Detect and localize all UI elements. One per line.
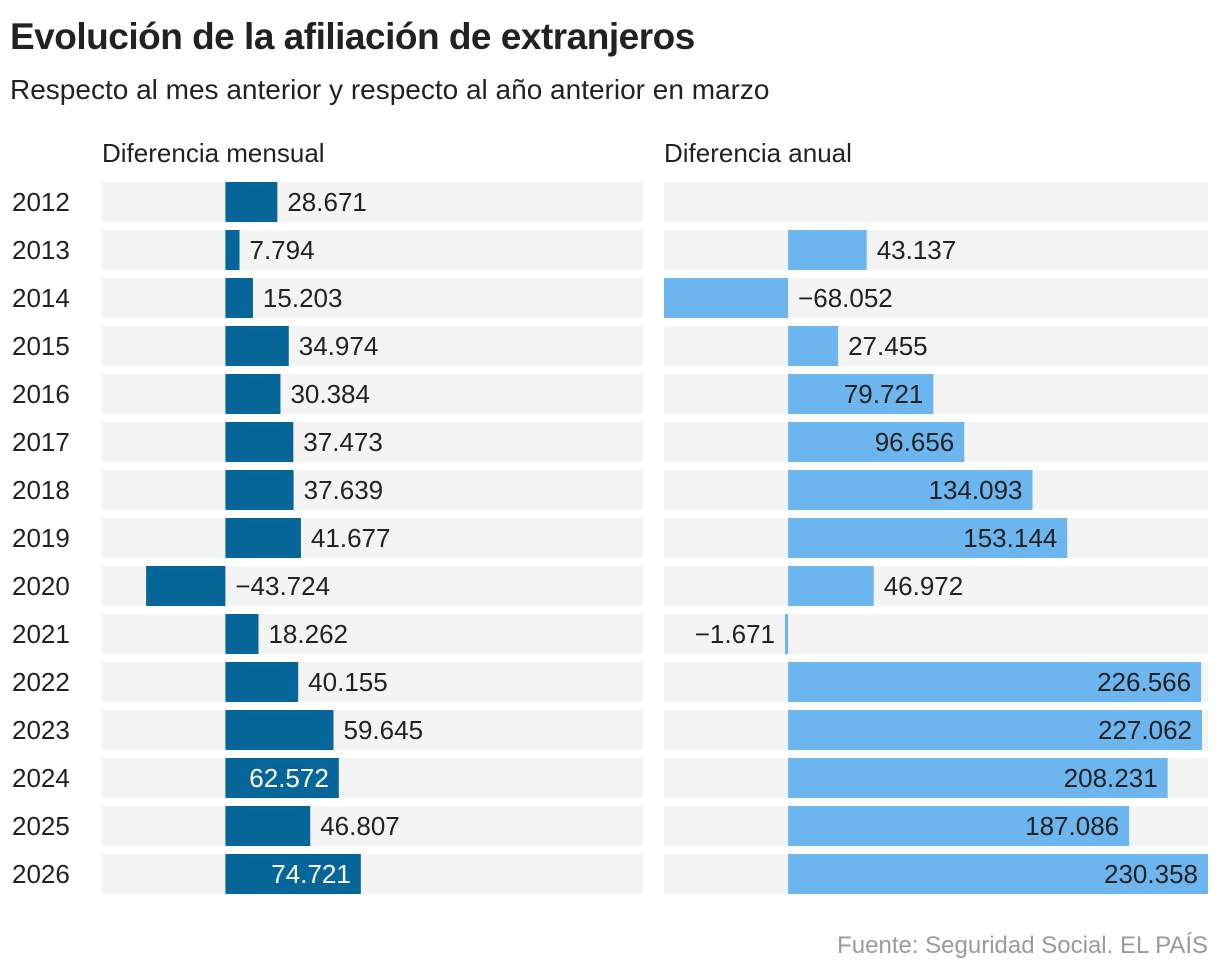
value-label: 62.572 — [249, 763, 329, 793]
bar-2022 — [225, 662, 299, 702]
bar-2017 — [788, 422, 965, 462]
bar-2026 — [788, 854, 1208, 894]
year-label: 2024 — [12, 763, 70, 793]
value-label: 40.155 — [308, 667, 388, 697]
chart-subtitle: Respecto al mes anterior y respecto al a… — [10, 74, 770, 105]
row-track — [102, 710, 643, 750]
bar-2013 — [225, 230, 240, 270]
row-track — [102, 182, 643, 222]
row-track — [102, 518, 643, 558]
bar-2018 — [225, 470, 294, 510]
row-track — [102, 374, 643, 414]
bar-2015 — [788, 326, 839, 366]
value-label: 208.231 — [1064, 763, 1158, 793]
row-track — [102, 614, 643, 654]
bar-2021 — [225, 614, 259, 654]
bar-2019 — [788, 518, 1068, 558]
row-track — [102, 230, 643, 270]
value-label: 7.794 — [250, 235, 315, 265]
bar-2019 — [225, 518, 301, 558]
source-note: Fuente: Seguridad Social. EL PAÍS — [837, 932, 1208, 959]
bar-2017 — [225, 422, 294, 462]
year-label: 2016 — [12, 379, 70, 409]
value-label: 230.358 — [1104, 859, 1198, 889]
value-label: 79.721 — [844, 379, 924, 409]
bar-2018 — [788, 470, 1033, 510]
bar-2015 — [225, 326, 289, 366]
value-label: −43.724 — [235, 571, 330, 601]
value-label: 27.455 — [848, 331, 928, 361]
year-label: 2018 — [12, 475, 70, 505]
value-label: 226.566 — [1097, 667, 1191, 697]
year-label: 2014 — [12, 283, 70, 313]
row-track — [664, 182, 1208, 222]
row-track — [102, 422, 643, 462]
year-label: 2022 — [12, 667, 70, 697]
value-label: 74.721 — [271, 859, 351, 889]
bar-2026 — [225, 854, 361, 894]
value-label: 46.972 — [884, 571, 964, 601]
value-label: 227.062 — [1098, 715, 1192, 745]
row-track — [664, 566, 1208, 606]
year-label: 2019 — [12, 523, 70, 553]
year-label: 2021 — [12, 619, 70, 649]
year-label: 2023 — [12, 715, 70, 745]
bar-2012 — [225, 182, 278, 222]
value-label: −68.052 — [798, 283, 893, 313]
value-label: 134.093 — [929, 475, 1023, 505]
year-label: 2013 — [12, 235, 70, 265]
bar-2025 — [225, 806, 311, 846]
value-label: 187.086 — [1025, 811, 1119, 841]
value-label: 153.144 — [963, 523, 1057, 553]
row-track — [664, 326, 1208, 366]
bar-2020 — [146, 566, 226, 606]
value-label: 37.473 — [303, 427, 383, 457]
row-track — [102, 470, 643, 510]
row-track — [102, 854, 643, 894]
row-track — [102, 326, 643, 366]
bar-2016 — [788, 374, 934, 414]
bar-2024 — [788, 758, 1168, 798]
bar-2013 — [788, 230, 867, 270]
row-track — [102, 278, 643, 318]
row-track — [664, 614, 1208, 654]
bar-2014 — [664, 278, 789, 318]
value-label: 34.974 — [299, 331, 379, 361]
value-label: −1.671 — [695, 619, 775, 649]
chart-title: Evolución de la afiliación de extranjero… — [10, 16, 695, 57]
bar-2021 — [785, 614, 789, 654]
bar-2016 — [225, 374, 281, 414]
row-track — [102, 662, 643, 702]
value-label: 15.203 — [263, 283, 343, 313]
bar-2020 — [788, 566, 874, 606]
value-label: 18.262 — [268, 619, 348, 649]
row-track — [664, 374, 1208, 414]
year-label: 2012 — [12, 187, 70, 217]
year-label: 2017 — [12, 427, 70, 457]
panel-title: Diferencia anual — [664, 138, 852, 168]
bar-2022 — [788, 662, 1202, 702]
row-track — [102, 806, 643, 846]
value-label: 30.384 — [290, 379, 370, 409]
row-track — [102, 758, 643, 798]
bar-2014 — [225, 278, 253, 318]
value-label: 46.807 — [320, 811, 400, 841]
bar-2023 — [225, 710, 334, 750]
value-label: 28.671 — [287, 187, 367, 217]
value-label: 37.639 — [304, 475, 384, 505]
value-label: 43.137 — [877, 235, 957, 265]
bar-2023 — [788, 710, 1202, 750]
value-label: 96.656 — [875, 427, 955, 457]
year-label: 2026 — [12, 859, 70, 889]
value-label: 41.677 — [311, 523, 391, 553]
value-label: 59.645 — [344, 715, 424, 745]
bar-2024 — [225, 758, 339, 798]
year-label: 2020 — [12, 571, 70, 601]
bar-2025 — [788, 806, 1130, 846]
year-label: 2015 — [12, 331, 70, 361]
panel-title: Diferencia mensual — [102, 138, 325, 168]
year-label: 2025 — [12, 811, 70, 841]
row-track — [664, 230, 1208, 270]
